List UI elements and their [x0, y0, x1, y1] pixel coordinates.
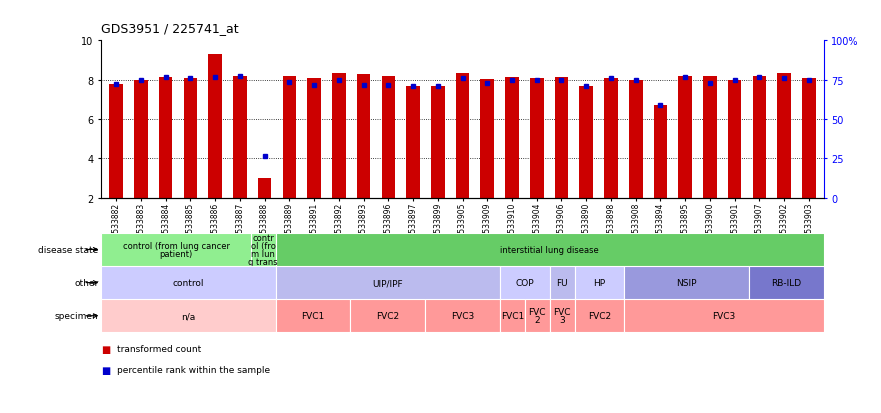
Bar [307, 78, 321, 198]
Bar [530, 78, 544, 198]
Text: contr
ol (fro
m lun
g trans: contr ol (fro m lun g trans [248, 233, 278, 267]
FancyBboxPatch shape [500, 266, 550, 299]
Text: ■: ■ [101, 344, 110, 354]
FancyBboxPatch shape [500, 299, 525, 332]
FancyBboxPatch shape [276, 233, 824, 266]
Bar [604, 78, 618, 198]
Text: ■: ■ [101, 365, 110, 375]
Bar [208, 55, 222, 198]
Text: disease state: disease state [39, 245, 99, 254]
Bar [258, 178, 271, 198]
Bar [357, 75, 370, 198]
FancyBboxPatch shape [101, 233, 251, 266]
Text: interstitial lung disease: interstitial lung disease [500, 245, 599, 254]
Text: other: other [74, 278, 99, 287]
FancyBboxPatch shape [625, 266, 749, 299]
FancyBboxPatch shape [625, 299, 824, 332]
FancyBboxPatch shape [251, 233, 276, 266]
FancyBboxPatch shape [574, 299, 625, 332]
Text: RB-ILD: RB-ILD [771, 278, 802, 287]
Bar [752, 77, 766, 198]
Text: GDS3951 / 225741_at: GDS3951 / 225741_at [101, 22, 239, 35]
Bar [332, 74, 345, 198]
FancyBboxPatch shape [525, 299, 550, 332]
Bar [283, 77, 296, 198]
FancyBboxPatch shape [351, 299, 426, 332]
Bar [728, 81, 742, 198]
FancyBboxPatch shape [276, 266, 500, 299]
Bar [381, 77, 395, 198]
FancyBboxPatch shape [550, 266, 574, 299]
Text: UIP/IPF: UIP/IPF [373, 278, 403, 287]
Text: control: control [173, 278, 204, 287]
Text: NSIP: NSIP [677, 278, 697, 287]
FancyBboxPatch shape [276, 299, 351, 332]
Text: FVC3: FVC3 [451, 311, 474, 320]
Text: control (from lung cancer
patient): control (from lung cancer patient) [122, 241, 230, 259]
Bar [134, 81, 148, 198]
Bar [703, 77, 717, 198]
Text: transformed count: transformed count [117, 344, 202, 354]
Bar [183, 78, 197, 198]
Bar [455, 74, 470, 198]
Bar [406, 86, 420, 198]
Text: FVC2: FVC2 [376, 311, 399, 320]
Bar [629, 81, 642, 198]
Bar [505, 78, 519, 198]
Text: FU: FU [557, 278, 568, 287]
Bar [109, 84, 123, 198]
Bar [777, 74, 791, 198]
Bar [233, 77, 247, 198]
FancyBboxPatch shape [749, 266, 824, 299]
Bar [480, 80, 494, 198]
Bar [580, 86, 593, 198]
FancyBboxPatch shape [550, 299, 574, 332]
FancyBboxPatch shape [574, 266, 625, 299]
Text: COP: COP [515, 278, 534, 287]
Text: HP: HP [594, 278, 605, 287]
Text: FVC
3: FVC 3 [553, 307, 571, 325]
Text: n/a: n/a [181, 311, 196, 320]
Bar [802, 78, 816, 198]
Text: FVC2: FVC2 [588, 311, 611, 320]
Text: FVC1: FVC1 [301, 311, 325, 320]
Text: FVC1: FVC1 [500, 311, 524, 320]
Bar [678, 77, 692, 198]
FancyBboxPatch shape [426, 299, 500, 332]
Bar [431, 86, 445, 198]
Bar [654, 106, 667, 198]
FancyBboxPatch shape [101, 266, 276, 299]
Text: percentile rank within the sample: percentile rank within the sample [117, 365, 270, 374]
Bar [159, 78, 173, 198]
Bar [555, 78, 568, 198]
FancyBboxPatch shape [101, 299, 276, 332]
Text: specimen: specimen [55, 311, 99, 320]
Text: FVC3: FVC3 [713, 311, 736, 320]
Text: FVC
2: FVC 2 [529, 307, 546, 325]
